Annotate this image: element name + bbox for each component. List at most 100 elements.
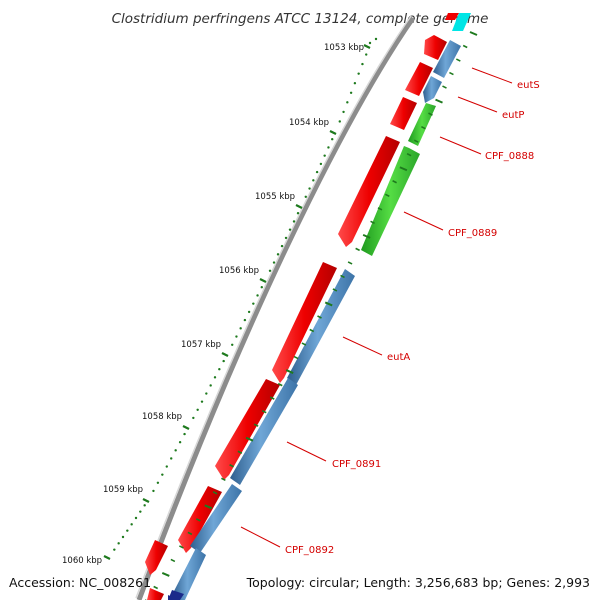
tick-label-1059: 1059 kbp: [103, 485, 143, 495]
minor-tick-dot: [113, 548, 116, 551]
minor-tick-dot: [308, 187, 311, 190]
minor-tick-dot: [315, 170, 319, 174]
tick-label-1057: 1057 kbp: [181, 340, 221, 350]
accession-text: Accession: NC_008261: [9, 575, 151, 590]
inner-tick: [399, 166, 408, 172]
major-tick: [221, 352, 229, 357]
minor-tick-dot: [126, 529, 129, 532]
minor-tick-dot: [252, 302, 255, 305]
inner-tick: [406, 152, 412, 157]
gene-red-partial-bottom: [145, 540, 168, 575]
gene-eutP-forward: [405, 62, 433, 96]
minor-tick-dot: [196, 408, 199, 411]
minor-tick-dot: [218, 368, 221, 371]
minor-tick-dot: [256, 294, 259, 297]
gene-eutS-forward: [424, 35, 447, 60]
gene-cpf0892-reverse: [190, 484, 242, 553]
gene-cpf0889-green: [361, 146, 420, 256]
gene-cpf0891-forward: [215, 379, 280, 480]
inner-tick: [340, 274, 345, 279]
gene-label-eutP: eutP: [502, 110, 524, 121]
minor-tick-dot: [243, 318, 247, 322]
inner-tick: [332, 288, 338, 292]
minor-tick-dot: [139, 510, 142, 513]
minor-tick-dot: [365, 53, 368, 56]
minor-tick-dot: [338, 120, 341, 123]
minor-tick-dot: [272, 261, 276, 264]
leader-eutA: [342, 336, 383, 356]
tick-label-1054: 1054 kbp: [289, 118, 329, 128]
inner-tick: [421, 125, 426, 130]
tick-label-1056: 1056 kbp: [219, 266, 259, 276]
minor-tick-dot: [134, 516, 138, 520]
minor-tick-dot: [235, 335, 238, 338]
gene-blue-top: [433, 40, 461, 78]
gene-cpf0892-forward: [178, 486, 222, 553]
leader-cpf0888: [439, 136, 482, 155]
gene-cpf0889-forward: [338, 136, 400, 247]
inner-tick: [293, 355, 299, 360]
gene-label-cpf0891: CPF_0891: [332, 459, 381, 470]
inner-tick: [245, 436, 254, 442]
gene-blue-eutP-reverse: [423, 76, 442, 103]
inner-tick: [237, 450, 243, 454]
minor-tick-dot: [152, 489, 155, 493]
leader-eutS: [471, 67, 513, 84]
inner-tick: [370, 220, 375, 225]
inner-tick: [355, 247, 360, 252]
tick-marks: [103, 31, 478, 600]
minor-tick-dot: [209, 384, 212, 387]
inner-tick: [377, 207, 383, 211]
inner-tick: [442, 85, 447, 89]
inner-tick: [309, 328, 315, 333]
tick-label-1053: 1053 kbp: [324, 43, 364, 53]
tick-label-1060: 1060 kbp: [62, 556, 102, 566]
major-tick: [329, 130, 337, 135]
minor-tick-dot: [130, 523, 133, 526]
minor-tick-dot: [156, 481, 160, 484]
gene-cpf0891-reverse: [230, 378, 298, 485]
minor-tick-dot: [312, 179, 315, 182]
gene-eutA-reverse: [287, 269, 355, 385]
inner-tick: [153, 585, 159, 590]
minor-tick-dot: [353, 82, 357, 85]
leader-cpf0892: [240, 526, 281, 548]
minor-tick-dot: [323, 154, 326, 157]
tick-label-1058: 1058 kbp: [142, 412, 182, 422]
gene-label-eutA: eutA: [387, 352, 410, 363]
gene-label-eutS: eutS: [517, 80, 540, 91]
inner-tick: [455, 58, 461, 62]
minor-tick-dot: [260, 286, 263, 289]
inner-tick: [285, 369, 294, 375]
major-tick: [142, 498, 150, 503]
gene-cpf0888-forward: [390, 97, 417, 130]
inner-tick: [277, 382, 283, 387]
major-tick: [295, 204, 303, 209]
major-tick: [363, 44, 371, 49]
minor-tick-dot: [117, 542, 120, 545]
minor-tick-dot: [178, 441, 182, 444]
inner-tick: [301, 342, 307, 346]
map-title: Clostridium perfringens ATCC 13124, comp…: [112, 11, 489, 27]
minor-tick-dot: [374, 37, 378, 41]
leader-cpf0891: [286, 441, 327, 462]
gene-red-partial-top: [445, 13, 459, 20]
minor-tick-dot: [183, 432, 186, 436]
minor-tick-dot: [205, 392, 208, 395]
minor-tick-dot: [284, 236, 288, 240]
gene-cyan-partial: [452, 13, 471, 31]
inner-tick: [204, 504, 213, 510]
leader-cpf0889: [403, 211, 444, 231]
inner-tick: [261, 409, 267, 414]
minor-tick-dot: [280, 244, 284, 248]
minor-tick-dot: [222, 359, 225, 363]
inner-tick: [469, 31, 478, 36]
inner-tick: [253, 423, 259, 427]
minor-tick-dot: [357, 72, 360, 75]
minor-tick-dot: [327, 146, 330, 149]
minor-tick-dot: [170, 457, 173, 460]
inner-tick: [384, 193, 390, 198]
minor-tick-dot: [304, 195, 307, 198]
minor-tick-dot: [268, 269, 272, 272]
minor-tick-dot: [368, 41, 372, 45]
